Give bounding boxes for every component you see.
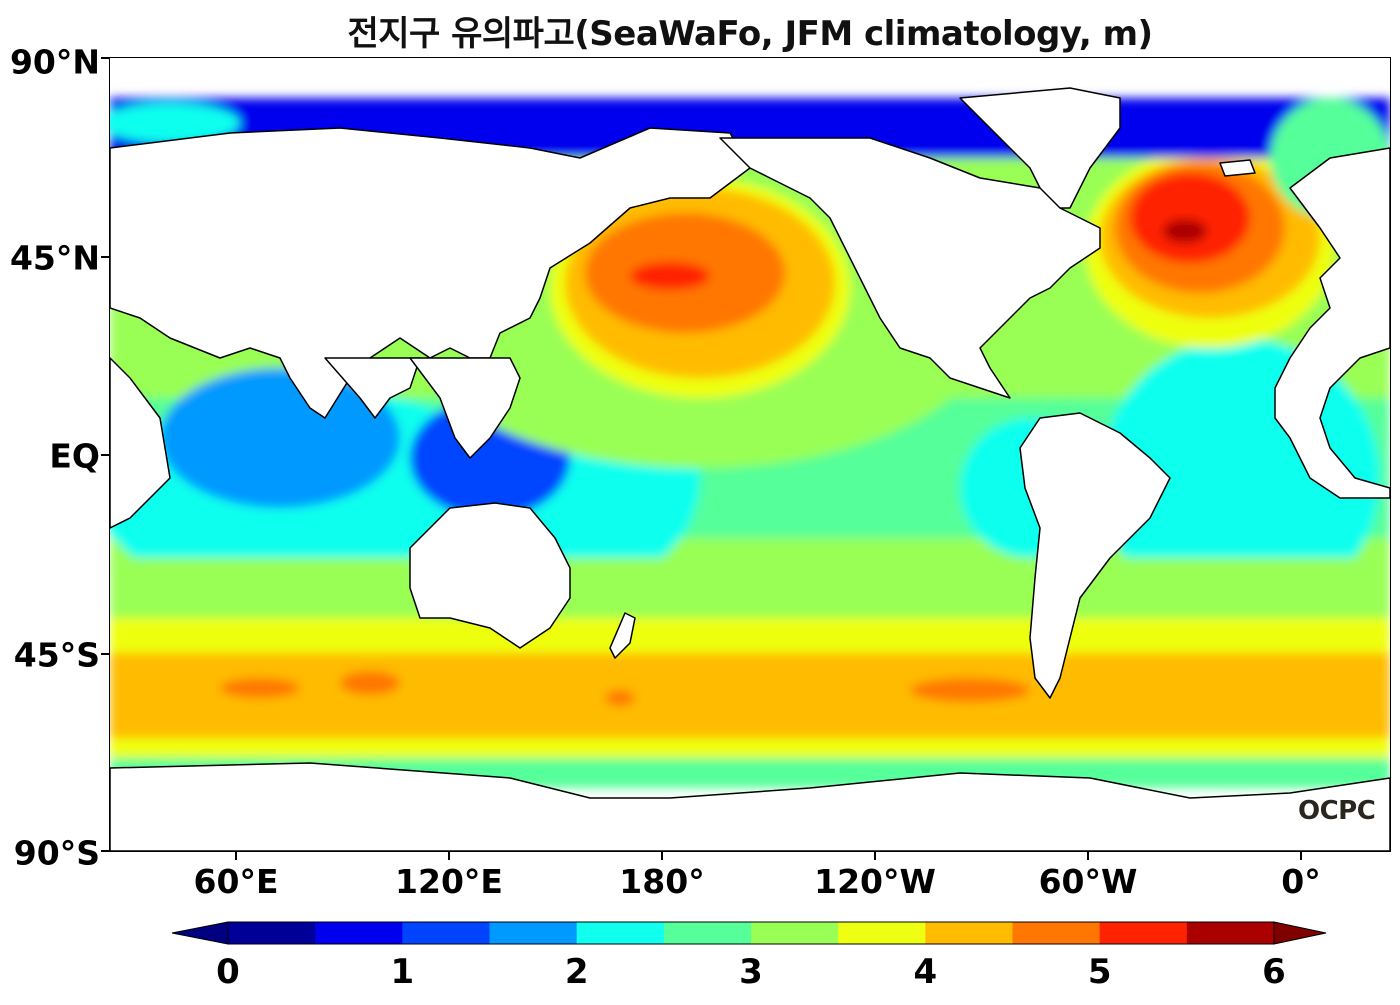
colorbar-tick-label: 5 xyxy=(1087,952,1112,992)
colorbar-segment xyxy=(402,922,490,944)
lon-tick xyxy=(874,851,876,860)
colorbar-segment xyxy=(663,922,752,944)
so-max-4 xyxy=(605,690,635,706)
lon-label-120e: 120°E xyxy=(395,862,503,901)
lon-label-60w: 60°W xyxy=(1038,862,1138,901)
lat-tick xyxy=(101,653,110,655)
europe-africa-east xyxy=(1274,147,1390,499)
lat-tick xyxy=(101,57,110,59)
lat-label-45s: 45°S xyxy=(13,635,100,675)
so-max-3 xyxy=(910,678,1030,702)
iceland-land xyxy=(1219,159,1256,177)
antarctica-land xyxy=(110,762,1390,851)
barents-cyan xyxy=(110,103,240,143)
colorbar-tick-label: 2 xyxy=(564,952,589,992)
southeast-asia-land xyxy=(409,357,521,459)
natl-red xyxy=(1130,173,1250,263)
colorbar-tick-label: 6 xyxy=(1262,952,1286,992)
colorbar-segment xyxy=(1012,922,1101,944)
southern-ocean-orange xyxy=(110,653,1390,743)
lon-label-0: 0° xyxy=(1281,862,1321,901)
colorbar-segment xyxy=(751,922,839,944)
lon-tick xyxy=(1087,851,1089,860)
north-america-land xyxy=(719,137,1101,399)
lat-tick xyxy=(101,256,110,258)
lon-tick xyxy=(661,851,663,860)
lat-label-90s: 90°S xyxy=(13,833,100,873)
colorbar-segment xyxy=(1099,922,1188,944)
eurasia-land xyxy=(110,127,751,419)
australia-land xyxy=(409,502,571,649)
africa-land xyxy=(110,357,171,529)
ocpc-watermark: OCPC xyxy=(1298,796,1376,826)
lon-label-120w: 120°W xyxy=(814,862,936,901)
colorbar-tick-label: 0 xyxy=(216,952,240,992)
colorbar-segment xyxy=(838,922,926,944)
colorbar-tick-label: 3 xyxy=(739,952,763,992)
lon-tick xyxy=(1300,851,1302,860)
lon-tick xyxy=(448,851,450,860)
colorbar-segment xyxy=(925,922,1013,944)
colorbar-under-arrow xyxy=(171,921,229,945)
so-max-2 xyxy=(340,671,400,695)
colorbar-segment xyxy=(315,922,403,944)
lat-tick xyxy=(101,850,110,852)
wave-height-map xyxy=(110,87,1390,851)
lat-tick xyxy=(101,454,110,456)
colorbar-segment xyxy=(576,922,665,944)
colorbar-segments xyxy=(228,922,1275,944)
lat-label-90n: 90°N xyxy=(9,42,100,82)
colorbar xyxy=(171,921,1327,945)
colorbar-tick-label: 1 xyxy=(390,952,415,992)
map-plot-area[interactable] xyxy=(110,58,1390,851)
colorbar-over-arrow xyxy=(1273,921,1327,945)
wave-field xyxy=(110,98,1390,788)
npac-red xyxy=(630,262,710,290)
natl-darkred xyxy=(1163,219,1207,243)
map-title: 전지구 유의파고(SeaWaFo, JFM climatology, m) xyxy=(347,14,1153,54)
new-zealand-land xyxy=(609,612,636,659)
lon-tick xyxy=(235,851,237,860)
colorbar-segment xyxy=(1186,922,1275,944)
colorbar-outline xyxy=(227,921,1275,945)
greenland-land xyxy=(959,87,1121,209)
lon-label-60e: 60°E xyxy=(193,862,279,901)
colorbar-segment xyxy=(489,922,578,944)
land xyxy=(110,87,1390,851)
colorbar-segment xyxy=(228,922,316,944)
colorbar-tick-label: 4 xyxy=(913,952,938,992)
so-max-1 xyxy=(220,678,300,698)
lat-label-45n: 45°N xyxy=(9,238,100,278)
south-america-land xyxy=(1019,412,1171,699)
lat-label-eq: EQ xyxy=(49,436,100,476)
lon-label-180: 180° xyxy=(619,862,705,901)
indian-ocean-north xyxy=(160,368,400,508)
